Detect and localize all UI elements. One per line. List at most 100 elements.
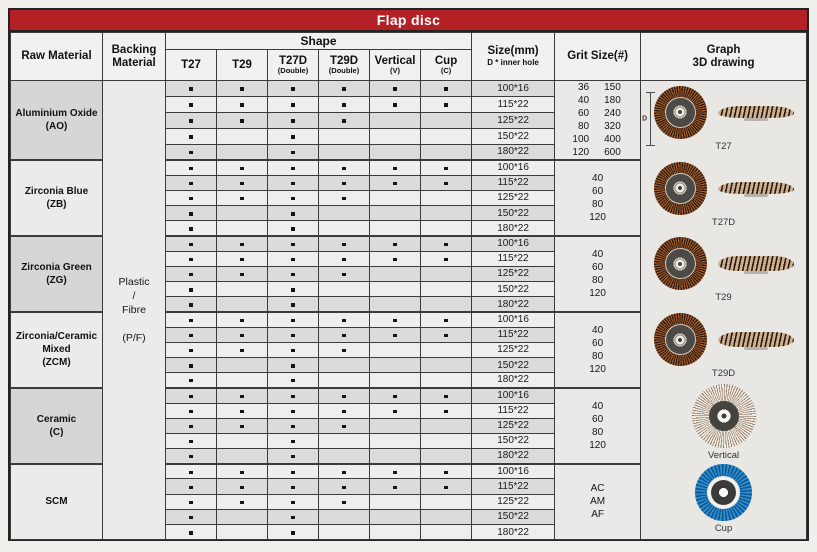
t27d-front-view-icon (653, 161, 707, 215)
table-body: Aluminium Oxide (AO) Plastic / Fibre (P/F) 10… (10, 79, 807, 541)
availability-dot (342, 196, 346, 201)
availability-dot (240, 318, 244, 323)
dot-cell-cup (419, 189, 473, 207)
availability-dot (291, 257, 295, 262)
availability-dot (291, 212, 295, 216)
dot-cell-t29d (318, 432, 370, 450)
availability-dot (393, 242, 397, 247)
availability-dot (444, 409, 448, 414)
text-line: Size(mm) (487, 45, 539, 58)
t27-front-view-icon (653, 85, 707, 139)
text-line: Ceramic (36, 413, 77, 425)
size-cell: 115*22 (471, 174, 556, 191)
t29d-side-view-icon (717, 332, 794, 348)
dot-cell-vertical (369, 95, 421, 113)
size-cell: 100*16 (471, 386, 556, 404)
dot-cell-t27d (267, 310, 319, 328)
availability-dot (291, 378, 295, 383)
dot-cell-vertical (369, 432, 421, 450)
availability-dot (342, 470, 346, 475)
dot-cell-t29d (318, 80, 370, 97)
availability-dot (189, 135, 193, 139)
dot-cell-t29 (216, 158, 268, 176)
table-row: Aluminium Oxide (AO) Plastic / Fibre (P/F) 10… (10, 79, 807, 541)
dot-cell-t27d (267, 234, 319, 252)
availability-dot (342, 424, 346, 429)
dot-cell-t29 (216, 372, 268, 389)
graph-label: T27D (711, 216, 736, 228)
dot-cell-t29d (318, 341, 370, 358)
text-line: Plastic (118, 275, 150, 288)
dot-cell-t27d (267, 326, 319, 343)
dimension-label: D (642, 114, 648, 124)
shape-col-label: Vertical (374, 54, 416, 67)
availability-dot (240, 272, 244, 277)
grit-value: 80 (592, 350, 604, 362)
availability-dot (291, 303, 295, 307)
dot-cell-cup (419, 372, 473, 389)
grit-value: 100 (572, 134, 590, 145)
dot-cell-t29 (216, 478, 268, 495)
grit-value: 120 (589, 363, 606, 375)
dot-cell-t27 (165, 356, 217, 374)
dot-cell-vertical (369, 478, 421, 495)
availability-dot (189, 394, 193, 399)
dot-cell-t27 (165, 478, 217, 495)
size-cell: 115*22 (471, 478, 556, 495)
availability-dot (291, 439, 295, 444)
header-row-2: T27 T29 T27D (Double) T29D (Double) Vertical (V… (11, 49, 807, 81)
availability-dot (240, 87, 244, 91)
grit-pair: 120 600 (556, 146, 640, 159)
dot-cell-cup (419, 341, 473, 358)
dot-cell-vertical (369, 326, 421, 343)
t27d-side-view-icon (717, 182, 794, 195)
grit-cell: 36 150 40 180 60 240 80 320 100 400 120 600 (554, 80, 642, 161)
size-cell: 150*22 (471, 280, 556, 298)
dot-cell-t29 (216, 402, 268, 419)
availability-dot (189, 242, 193, 247)
dot-cell-vertical (369, 508, 421, 526)
grit-value: 120 (589, 439, 606, 451)
dot-cell-vertical (369, 250, 421, 267)
table-row: 125*22 (11, 417, 807, 434)
availability-dot (291, 166, 295, 171)
graph-block-vertical: Vertical (642, 384, 806, 461)
dot-cell-t29d (318, 143, 370, 161)
dot-cell-cup (419, 234, 473, 252)
dot-cell-vertical (369, 356, 421, 374)
dot-cell-t29d (318, 326, 370, 343)
availability-dot (189, 439, 193, 444)
dot-cell-t29d (318, 448, 370, 465)
table-title-bar: Flap disc (10, 10, 807, 32)
shape-col-label: T29D (329, 54, 359, 67)
size-cell: 115*22 (471, 326, 556, 343)
availability-dot (291, 135, 295, 139)
dot-cell-t27d (267, 356, 319, 374)
dot-cell-t29 (216, 448, 268, 465)
dot-cell-t27d (267, 265, 319, 283)
grit-value: 40 (592, 324, 604, 336)
availability-dot (189, 181, 193, 186)
dot-cell-t27d (267, 448, 319, 465)
availability-dot (189, 409, 193, 414)
availability-dot (189, 272, 193, 277)
availability-dot (189, 103, 193, 107)
grit-cell: 40 60 80 120 (554, 234, 642, 313)
dot-cell-t29 (216, 386, 268, 404)
shape-col-sublabel: (Double) (277, 65, 309, 75)
dot-cell-t27 (165, 250, 217, 267)
graph-block-t27: D T27 (642, 82, 806, 157)
availability-dot (291, 103, 295, 107)
availability-dot (291, 150, 295, 155)
dot-cell-cup (419, 250, 473, 267)
dot-cell-cup (419, 296, 473, 313)
graph-block-t29d: T29D (642, 308, 806, 384)
graph-cell: D T27 T27D T29 T29D Vertical Cup (640, 79, 807, 541)
text-line: Aluminium Oxide (15, 108, 98, 119)
availability-dot (291, 424, 295, 429)
dot-cell-t27d (267, 95, 319, 113)
dot-cell-vertical (369, 234, 421, 252)
text-line: Zirconia/Ceramic (15, 331, 98, 343)
dot-cell-cup (419, 143, 473, 161)
dot-cell-cup (419, 448, 473, 465)
